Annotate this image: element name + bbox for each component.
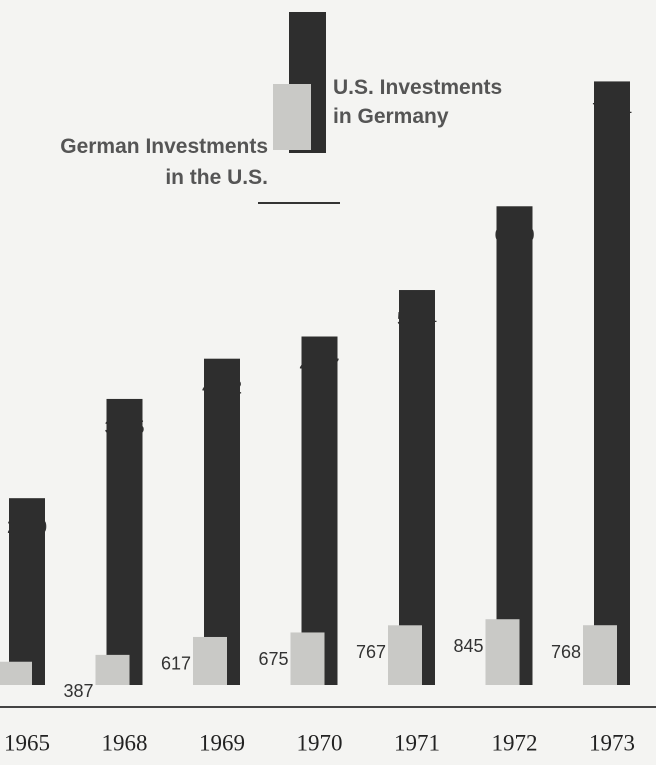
value-label: 387 — [63, 681, 93, 701]
legend-swatch — [273, 84, 311, 150]
bar — [496, 206, 533, 685]
bar — [594, 81, 630, 686]
x-tick-label: 1972 — [492, 730, 538, 755]
bar — [204, 358, 240, 685]
value-label: 675 — [258, 649, 288, 669]
bar — [301, 336, 338, 685]
x-tick-label: 1969 — [199, 730, 245, 755]
value-label: 845 — [453, 636, 483, 656]
x-tick-label: 1970 — [297, 730, 343, 755]
legend-label: U.S. Investments in Germany — [333, 76, 502, 128]
x-tick-label: 1965 — [4, 730, 50, 755]
x-tick-label: 1971 — [394, 730, 440, 755]
legend-label: German Investments in the U.S. — [60, 135, 268, 189]
value-label: 767 — [356, 642, 386, 662]
bar — [583, 625, 617, 685]
bar — [0, 661, 32, 685]
bar — [106, 398, 143, 685]
bar — [388, 625, 422, 685]
bar — [95, 654, 130, 685]
bar — [485, 619, 520, 685]
bar — [9, 498, 45, 685]
value-label: 768 — [551, 642, 581, 662]
x-tick-label: 1968 — [102, 730, 148, 755]
value-label: 617 — [161, 654, 191, 674]
bar — [193, 636, 227, 685]
bar — [290, 632, 325, 685]
x-tick-label: 1973 — [589, 730, 635, 755]
bar — [399, 290, 435, 685]
